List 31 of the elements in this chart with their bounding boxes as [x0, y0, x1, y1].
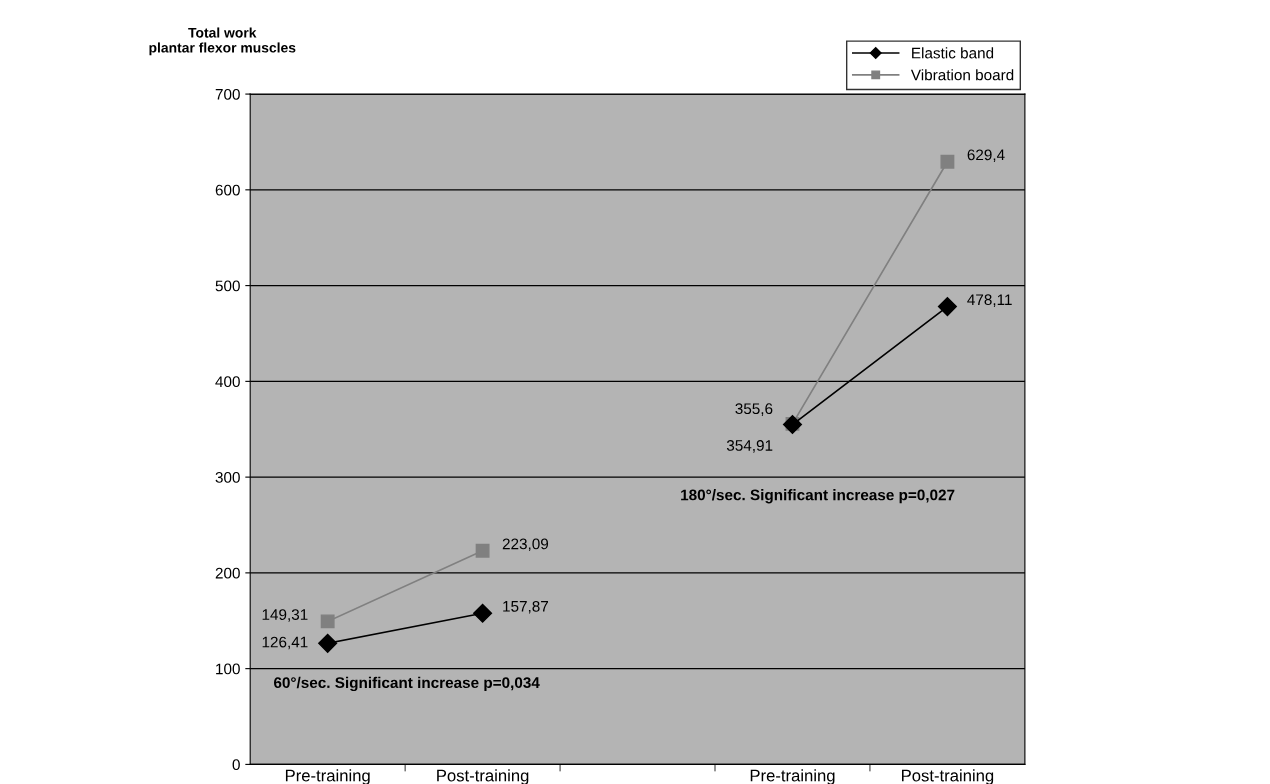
- point: [320, 614, 335, 629]
- data-label: 223,09: [502, 538, 549, 552]
- x-tick-label: Pre-training: [750, 769, 835, 784]
- y-tick-label: 200: [215, 567, 240, 579]
- point: [475, 543, 490, 558]
- y-tick-label: 700: [215, 88, 240, 100]
- data-label: 355,6: [735, 403, 773, 416]
- data-label: 629,4: [967, 149, 1005, 163]
- legend-label: Vibration board: [910, 69, 1014, 81]
- data-label: 149,31: [262, 609, 308, 622]
- point: [937, 297, 957, 317]
- x-tick-label: Post-training: [902, 769, 994, 784]
- point: [318, 633, 338, 653]
- x-tick-label: Post-training: [437, 769, 529, 784]
- y-tick-label: 500: [215, 280, 240, 292]
- y-tick-label: 600: [215, 184, 240, 196]
- annotation: 60°/sec. Significant increase p=0,034: [273, 676, 540, 692]
- data-label: 478,11: [967, 294, 1012, 307]
- data-label: 354,91: [726, 440, 773, 453]
- point: [473, 603, 493, 623]
- data-label: 126,41: [262, 636, 308, 650]
- x-tick-label: Pre-training: [285, 769, 370, 784]
- y-tick-label: 400: [215, 376, 240, 388]
- y-tick-label: 300: [215, 471, 240, 483]
- point: [940, 154, 955, 169]
- data-label: 157,87: [503, 600, 549, 614]
- annotation: 180°/sec. Significant increase p=0,027: [681, 489, 955, 504]
- legend-label: Elastic band: [912, 47, 994, 59]
- y-tick-label: 100: [216, 663, 240, 675]
- y-tick-label: 0: [232, 759, 240, 771]
- chart-title: Total work plantar flexor muscles: [149, 27, 296, 56]
